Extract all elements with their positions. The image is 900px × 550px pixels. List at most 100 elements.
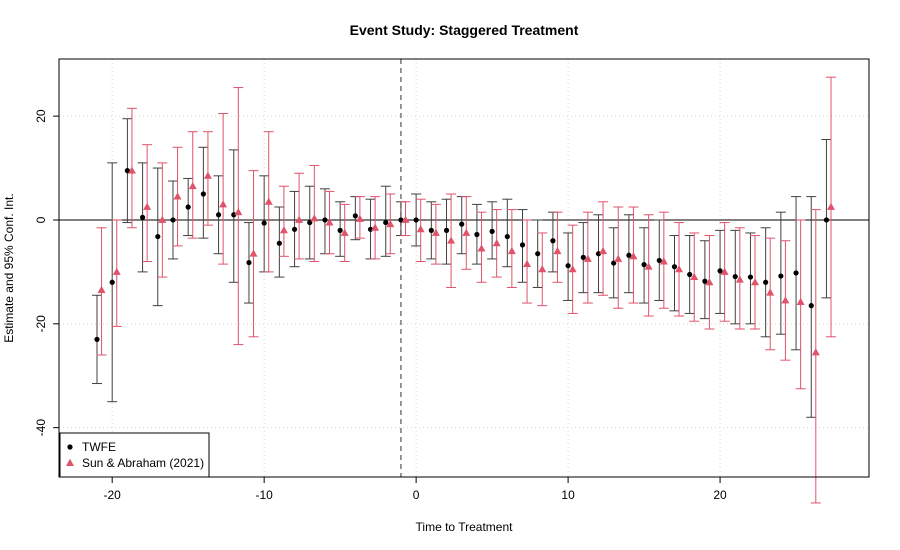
point-estimate [732, 273, 738, 280]
x-axis-title: Time to Treatment [416, 520, 514, 534]
point-estimate [595, 251, 602, 257]
point-estimate [155, 233, 161, 240]
y-axis-title: Estimate and 95% Conf. Int. [2, 193, 16, 342]
point-estimate [690, 272, 699, 281]
point-estimate [139, 214, 146, 220]
point-estimate [401, 215, 410, 223]
point-estimate [428, 227, 434, 233]
point-estimate [687, 271, 693, 278]
point-estimate [763, 279, 769, 285]
point-estimate [310, 214, 319, 222]
point-estimate [583, 254, 592, 262]
point-estimate [264, 197, 273, 205]
point-estimate [124, 168, 130, 174]
point-estimate [337, 227, 343, 233]
point-estimate [507, 246, 516, 255]
point-estimate [246, 259, 252, 266]
point-estimate [808, 303, 814, 309]
point-estimate [614, 254, 623, 262]
y-tick-label: -40 [34, 419, 48, 437]
series-twfe [91, 118, 832, 418]
point-estimate [492, 239, 501, 247]
point-estimate [671, 264, 678, 270]
point-estimate [538, 265, 547, 273]
point-estimate [641, 262, 647, 268]
point-estimate [416, 225, 425, 233]
point-estimate [717, 268, 723, 274]
point-estimate [553, 246, 562, 255]
point-estimate [231, 212, 237, 218]
legend-marker-triangle [66, 458, 74, 466]
x-tick-label: -20 [104, 488, 122, 502]
point-estimate [127, 166, 136, 174]
point-estimate [249, 249, 258, 257]
x-tick-label: -10 [255, 488, 273, 502]
point-estimate [386, 219, 395, 228]
plot-frame [58, 58, 870, 478]
point-estimate [751, 278, 760, 286]
point-estimate [766, 288, 775, 296]
x-tick-label: 20 [713, 488, 727, 502]
point-estimate [276, 240, 282, 246]
point-estimate [675, 265, 684, 273]
point-estimate [523, 259, 532, 268]
point-estimate [447, 236, 456, 244]
point-estimate [398, 217, 404, 223]
point-estimate [112, 267, 121, 275]
legend-marker-circle [67, 444, 73, 450]
point-estimate [580, 254, 586, 260]
reference-lines [59, 59, 869, 477]
x-tick-label: 0 [413, 488, 420, 502]
point-estimate [705, 278, 714, 286]
x-tick-label: 10 [561, 488, 575, 502]
point-estimate [371, 223, 380, 231]
point-estimate [109, 279, 115, 285]
point-estimate [626, 252, 632, 258]
y-tick-label: 20 [34, 109, 48, 123]
series-layer [91, 76, 837, 504]
point-estimate [173, 192, 182, 200]
point-estimate [823, 217, 830, 223]
legend: TWFE Sun & Abraham (2021) [59, 432, 210, 478]
point-estimate [489, 228, 495, 234]
point-estimate [291, 226, 298, 232]
point-estimate [781, 296, 790, 304]
point-estimate [431, 228, 440, 236]
point-estimate [568, 265, 577, 273]
point-estimate [550, 238, 556, 244]
point-estimate [295, 215, 304, 223]
point-estimate [325, 218, 334, 226]
point-estimate [279, 226, 288, 234]
point-estimate [188, 182, 197, 190]
point-estimate [355, 214, 364, 222]
legend-label: Sun & Abraham (2021) [82, 456, 204, 470]
legend-box [59, 432, 210, 478]
point-estimate [158, 215, 167, 223]
legend-label: TWFE [82, 440, 116, 454]
point-estimate [234, 207, 243, 216]
chart-title: Event Study: Staggered Treatment [350, 22, 579, 38]
point-estimate [261, 220, 267, 226]
y-tick-label: 0 [34, 216, 48, 223]
point-estimate [200, 191, 206, 197]
point-estimate [203, 171, 212, 179]
point-estimate [535, 251, 541, 257]
point-estimate [340, 228, 349, 236]
point-estimate [720, 267, 729, 275]
point-estimate [519, 242, 526, 248]
series-sun-abraham [96, 76, 837, 504]
point-estimate [629, 252, 638, 260]
point-estimate [215, 212, 222, 218]
point-estimate [459, 221, 465, 227]
point-estimate [462, 228, 471, 236]
point-estimate [811, 348, 820, 356]
point-estimate [827, 202, 835, 210]
point-estimate [185, 204, 191, 210]
point-estimate [644, 262, 653, 270]
point-estimate [504, 233, 510, 240]
point-estimate [322, 217, 328, 223]
point-estimate [352, 213, 358, 219]
point-estimate [796, 297, 805, 305]
